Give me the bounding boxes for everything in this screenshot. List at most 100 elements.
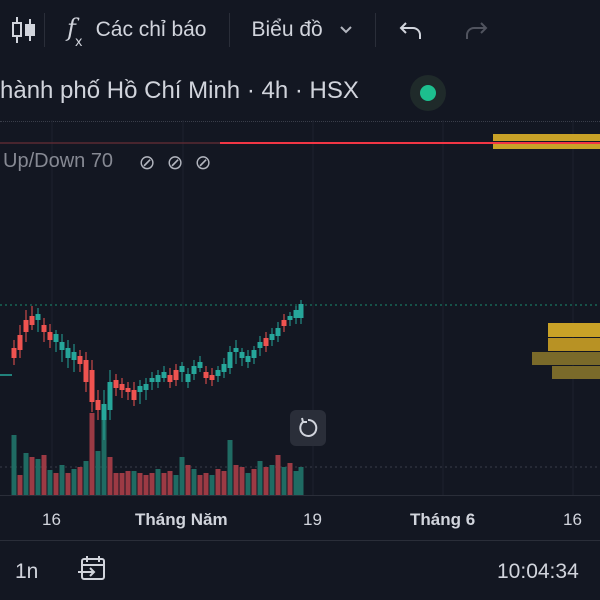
volume-bar: [125, 471, 131, 495]
empty-value-icon: ⊘: [138, 152, 156, 174]
volume-bar: [161, 473, 167, 495]
interval-button[interactable]: 1n: [15, 560, 39, 583]
time-axis-tick: Tháng 6: [410, 510, 476, 529]
volume-profile-bar: [552, 366, 600, 379]
candle-body: [293, 310, 299, 318]
candle-body: [191, 366, 197, 374]
candle-body: [89, 370, 95, 402]
volume-profile-bar: [548, 323, 600, 337]
time-axis[interactable]: 16 Tháng Năm 19 Tháng 6 16: [0, 495, 600, 540]
volume-bar: [77, 467, 83, 495]
candle-body: [263, 338, 269, 346]
price-chart-pane[interactable]: [0, 120, 600, 495]
volume-bar: [203, 473, 209, 495]
volume-bar: [47, 470, 53, 495]
calendar-arrow-icon[interactable]: [76, 551, 112, 587]
volume-bar: [173, 475, 179, 495]
toolbar-separator: [374, 13, 376, 47]
volume-bar: [167, 471, 173, 495]
bottom-bar: 1n 10:04:34: [0, 540, 600, 600]
empty-value-icon: ⊘: [194, 152, 212, 174]
study-legend-label[interactable]: Up/Down 70: [3, 150, 114, 172]
time-axis-tick: 16: [42, 510, 61, 529]
candle-body: [257, 342, 263, 348]
candle-body: [251, 350, 257, 358]
candle-body: [11, 348, 17, 358]
volume-bar: [257, 461, 263, 495]
candle-body: [125, 388, 131, 392]
chart-type-button[interactable]: Biểu đồ: [230, 0, 375, 60]
candle-body: [275, 328, 281, 336]
candle-body: [298, 304, 304, 318]
reset-icon: [299, 417, 318, 437]
candle-body: [149, 378, 155, 382]
candle-body: [59, 342, 65, 350]
candle-body: [41, 325, 47, 332]
candle-body: [281, 320, 287, 326]
volume-bar: [275, 455, 281, 495]
toolbar-separator: [228, 13, 230, 47]
candle-body: [29, 316, 35, 325]
volume-bar: [23, 453, 29, 495]
chart-type-label: Biểu đồ: [251, 18, 323, 41]
reset-chart-button[interactable]: [290, 410, 326, 446]
chevron-down-icon: [340, 26, 352, 34]
candle-body: [161, 372, 167, 378]
candle-body: [95, 400, 101, 410]
pane-separator: [0, 121, 600, 122]
candle-body: [83, 360, 89, 382]
candle-body: [77, 356, 83, 364]
volume-bars: [11, 407, 304, 495]
candle-body: [203, 372, 209, 378]
candle-body: [17, 335, 23, 350]
candle-body: [47, 332, 53, 340]
volume-bar: [83, 461, 89, 495]
indicators-button[interactable]: fx Các chỉ báo: [45, 0, 229, 60]
study-legend-values: ⊘ ⊘ ⊘: [137, 150, 213, 175]
volume-profile-bar: [548, 338, 600, 351]
candle-body: [113, 380, 119, 388]
volume-bar: [59, 465, 65, 495]
candle-body: [227, 352, 233, 368]
candle-body: [119, 384, 125, 390]
volume-bar: [65, 473, 71, 495]
volume-bar: [95, 451, 101, 495]
empty-value-icon: ⊘: [166, 152, 184, 174]
fx-icon: fx: [67, 14, 83, 50]
volume-bar: [155, 469, 161, 495]
volume-bar: [29, 457, 35, 495]
volume-bar: [263, 467, 269, 495]
volume-profile-bar: [532, 352, 600, 365]
volume-bar: [239, 467, 245, 495]
candle-body: [143, 384, 149, 390]
candle-body: [287, 316, 293, 320]
volume-bar: [17, 475, 23, 495]
volume-bar: [89, 413, 95, 495]
candle-body: [167, 375, 173, 382]
volume-bar: [179, 457, 185, 495]
volume-bar: [119, 473, 125, 495]
volume-profile-bar: [493, 134, 600, 141]
top-toolbar: fx Các chỉ báo Biểu đồ: [0, 0, 600, 60]
candle-body: [107, 382, 113, 410]
candle-body: [185, 374, 191, 382]
redo-icon[interactable]: [446, 0, 506, 60]
candle-body: [101, 404, 107, 420]
volume-bar: [233, 465, 239, 495]
volume-bar: [101, 407, 107, 495]
volume-bar: [215, 469, 221, 495]
candle-body: [239, 352, 245, 358]
volume-bar: [71, 469, 77, 495]
volume-bar: [113, 473, 119, 495]
volume-bar: [149, 473, 155, 495]
volume-bar: [35, 459, 41, 495]
candle-body: [35, 314, 41, 320]
candle-body: [197, 362, 203, 368]
volume-bar: [227, 440, 233, 495]
status-dot-icon[interactable]: [410, 75, 446, 111]
candles-icon[interactable]: [0, 0, 44, 60]
symbol-legend-title[interactable]: hành phố Hồ Chí Minh · 4h · HSX: [0, 77, 359, 104]
undo-icon[interactable]: [376, 0, 446, 60]
time-axis-tick: 19: [303, 510, 322, 529]
candle-body: [71, 352, 77, 360]
